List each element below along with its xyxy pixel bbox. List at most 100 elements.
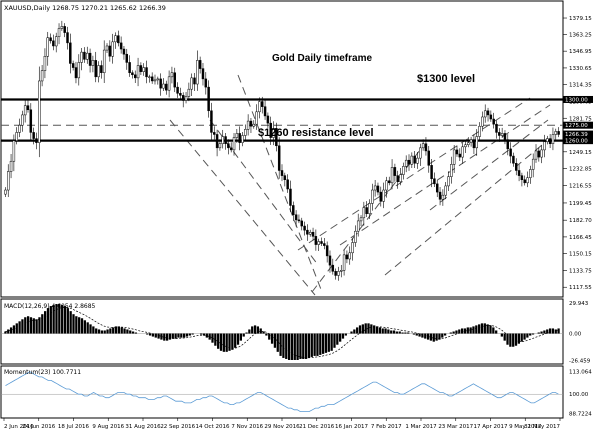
candle-body	[489, 114, 493, 120]
momentum-panel-frame	[0, 365, 564, 419]
candle-body	[441, 194, 445, 200]
candle-body	[444, 185, 447, 196]
candle-body	[71, 63, 75, 68]
price-tick-label: 1249.15	[569, 150, 592, 156]
candle-body	[472, 139, 476, 149]
macd-tick-label: 0.00	[569, 332, 582, 338]
price-tick-label: 1182.70	[569, 218, 592, 224]
candle-body	[241, 135, 244, 143]
candle-body	[523, 179, 526, 184]
candle-body	[227, 143, 230, 149]
candle-body	[430, 165, 433, 179]
candle-body	[181, 95, 185, 101]
candle-body	[368, 203, 371, 214]
price-tick-label: 1150.15	[569, 252, 592, 258]
candle-body	[35, 138, 38, 143]
candle-body	[91, 60, 95, 66]
macd-tick-label: 29.943	[569, 301, 589, 307]
price-tick-label: 1281.75	[569, 116, 592, 122]
price-tick-label: 1216.55	[569, 183, 592, 189]
candle-body	[382, 189, 385, 202]
candle-body	[97, 65, 100, 78]
candle-body	[190, 77, 193, 90]
price-tag-label: 1266.39	[565, 132, 588, 138]
candle-body	[452, 149, 456, 165]
candle-body	[331, 264, 335, 272]
price-tag-label: 1300.00	[565, 97, 588, 103]
candle-body	[6, 171, 10, 191]
date-tick-label: 17 Apr 2017	[473, 424, 508, 430]
candle-body	[272, 128, 275, 138]
price-tag-label: 1260.00	[565, 139, 588, 145]
candle-body	[83, 51, 86, 60]
candle-body	[546, 138, 549, 142]
candle-body	[373, 185, 377, 191]
candle-body	[475, 136, 478, 149]
candle-body	[66, 32, 69, 44]
price-tick-label: 1363.25	[569, 32, 592, 38]
candle-body	[207, 86, 210, 112]
candle-body	[486, 110, 490, 116]
candle-body	[450, 164, 453, 177]
candle-body	[69, 42, 72, 64]
candle-body	[407, 159, 411, 165]
macd-signal-line	[5, 306, 559, 359]
macd-tick-label: -26.459	[569, 358, 591, 364]
candle-body	[244, 129, 247, 136]
candle-body	[379, 191, 383, 202]
candle-body	[427, 150, 430, 166]
candle-body	[390, 167, 394, 184]
candle-body	[249, 120, 253, 127]
candle-body	[119, 42, 123, 50]
candle-body	[198, 60, 202, 69]
candle-body	[359, 217, 363, 222]
candle-body	[529, 169, 532, 178]
candle-body	[455, 149, 459, 155]
candle-body	[503, 133, 507, 140]
candle-body	[201, 68, 205, 80]
candle-body	[258, 101, 261, 113]
candle-body	[354, 230, 357, 243]
candle-body	[554, 131, 558, 135]
candle-body	[483, 110, 487, 118]
candle-body	[187, 88, 191, 97]
channel-line-8	[429, 119, 549, 211]
candle-body	[218, 143, 222, 149]
candle-body	[131, 72, 134, 76]
channel-line-5	[297, 97, 531, 251]
candle-body	[170, 72, 174, 78]
candle-body	[238, 133, 241, 143]
date-tick-label: 23 Mar 2017	[438, 424, 473, 430]
date-tick-label: 7 Feb 2017	[371, 424, 402, 430]
candle-body	[515, 163, 518, 171]
candle-body	[263, 106, 267, 117]
candle-body	[162, 83, 165, 89]
candle-body	[362, 207, 366, 219]
candle-body	[371, 189, 374, 204]
date-tick-label: 2 Jun 2016	[4, 424, 34, 430]
candle-body	[232, 137, 236, 151]
macd-layer: 29.943 0.00 -26.459	[1, 301, 591, 364]
candle-body	[196, 60, 199, 85]
momentum-tick-label: 88.7224	[569, 412, 592, 418]
candle-body	[306, 229, 309, 235]
candle-body	[540, 149, 543, 158]
candle-body	[376, 185, 380, 193]
candle-body	[269, 122, 272, 138]
candle-body	[134, 74, 137, 79]
candle-body	[204, 78, 208, 88]
price-tick-label: 1314.35	[569, 83, 592, 89]
date-tick-label: 22 Sep 2016	[160, 424, 195, 430]
candle-body	[153, 79, 157, 82]
price-tick-label: 1232.85	[569, 167, 592, 173]
candle-body	[410, 155, 414, 165]
price-tick-label: 1117.55	[569, 285, 592, 291]
candle-body	[294, 214, 298, 221]
candle-layer	[4, 20, 560, 281]
candle-body	[458, 153, 462, 158]
date-tick-label: 31 Aug 2016	[125, 424, 161, 430]
candle-body	[54, 36, 58, 47]
candle-body	[303, 225, 306, 231]
candle-body	[469, 139, 473, 143]
candle-body	[57, 28, 61, 37]
